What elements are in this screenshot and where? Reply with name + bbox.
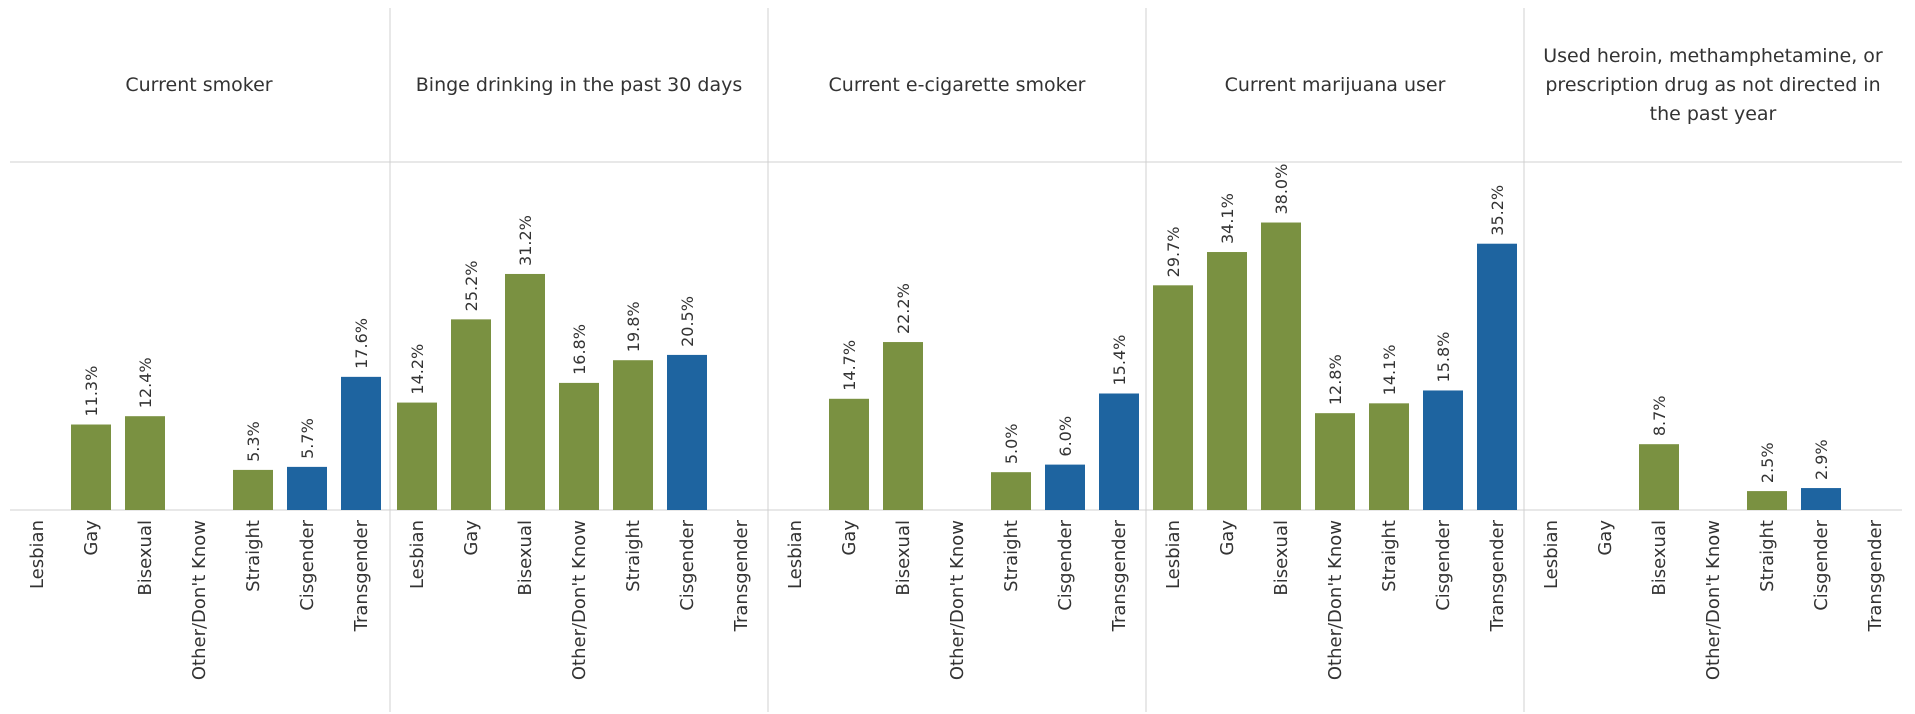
category-label-3-straight: Straight xyxy=(1001,520,1022,592)
value-label-5-cisgender: 2.9% xyxy=(1812,439,1831,480)
bar-2-cisgender xyxy=(667,354,707,510)
value-label-5-straight: 2.5% xyxy=(1758,442,1777,483)
category-label-3-cisgender: Cisgender xyxy=(1055,519,1076,610)
category-label-3-other-don-t-know: Other/Don't Know xyxy=(947,520,968,680)
bar-5-straight xyxy=(1747,491,1787,510)
category-label-2-cisgender: Cisgender xyxy=(677,519,698,610)
bar-3-bisexual xyxy=(883,342,923,510)
panel-title-5-line-3: the past year xyxy=(1650,103,1777,125)
category-label-1-bisexual: Bisexual xyxy=(135,520,156,596)
value-label-4-cisgender: 15.8% xyxy=(1434,332,1453,383)
category-label-2-lesbian: Lesbian xyxy=(407,520,428,589)
category-label-4-cisgender: Cisgender xyxy=(1433,519,1454,610)
bar-2-straight xyxy=(613,360,653,510)
value-label-2-straight: 19.8% xyxy=(624,301,643,352)
bar-5-bisexual xyxy=(1639,444,1679,510)
bar-3-transgender xyxy=(1099,393,1139,510)
bar-1-cisgender xyxy=(287,466,327,510)
category-label-2-straight: Straight xyxy=(623,520,644,592)
value-label-3-gay: 14.7% xyxy=(840,340,859,391)
value-label-4-other-don-t-know: 12.8% xyxy=(1326,354,1345,405)
category-label-1-cisgender: Cisgender xyxy=(297,519,318,610)
value-label-2-bisexual: 31.2% xyxy=(516,215,535,266)
category-label-5-transgender: Transgender xyxy=(1865,519,1886,632)
panel-title-5-line-2: prescription drug as not directed in xyxy=(1545,74,1880,96)
bar-5-cisgender xyxy=(1801,488,1841,510)
bar-4-transgender xyxy=(1477,243,1517,510)
bar-1-bisexual xyxy=(125,416,165,510)
value-label-3-cisgender: 6.0% xyxy=(1056,416,1075,457)
category-label-5-lesbian: Lesbian xyxy=(1541,520,1562,589)
category-label-3-gay: Gay xyxy=(839,520,860,556)
category-label-4-transgender: Transgender xyxy=(1487,519,1508,632)
panel-title-3-line-1: Current e-cigarette smoker xyxy=(829,74,1086,96)
category-label-2-other-don-t-know: Other/Don't Know xyxy=(569,520,590,680)
value-label-1-bisexual: 12.4% xyxy=(136,357,155,408)
value-label-3-transgender: 15.4% xyxy=(1110,335,1129,386)
bar-3-straight xyxy=(991,472,1031,510)
bar-4-cisgender xyxy=(1423,390,1463,510)
value-label-4-bisexual: 38.0% xyxy=(1272,164,1291,215)
value-label-4-lesbian: 29.7% xyxy=(1164,226,1183,277)
bar-4-lesbian xyxy=(1153,285,1193,510)
value-label-5-bisexual: 8.7% xyxy=(1650,396,1669,437)
value-label-1-straight: 5.3% xyxy=(244,421,263,462)
value-label-1-gay: 11.3% xyxy=(82,366,101,417)
category-label-3-lesbian: Lesbian xyxy=(785,520,806,589)
bar-1-straight xyxy=(233,469,273,510)
category-label-5-other-don-t-know: Other/Don't Know xyxy=(1703,520,1724,680)
value-label-3-straight: 5.0% xyxy=(1002,424,1021,465)
category-label-1-straight: Straight xyxy=(243,520,264,592)
panel-title-2-line-1: Binge drinking in the past 30 days xyxy=(416,74,743,96)
panel-title-4-line-1: Current marijuana user xyxy=(1225,74,1446,96)
category-label-1-lesbian: Lesbian xyxy=(27,520,48,589)
category-label-4-gay: Gay xyxy=(1217,520,1238,556)
category-label-4-bisexual: Bisexual xyxy=(1271,520,1292,596)
panel-title-5-line-1: Used heroin, methamphetamine, or xyxy=(1543,45,1883,67)
category-label-4-straight: Straight xyxy=(1379,520,1400,592)
category-label-1-transgender: Transgender xyxy=(351,519,372,632)
category-label-5-bisexual: Bisexual xyxy=(1649,520,1670,596)
value-label-3-bisexual: 22.2% xyxy=(894,283,913,334)
category-label-5-straight: Straight xyxy=(1757,520,1778,592)
category-label-2-bisexual: Bisexual xyxy=(515,520,536,596)
value-label-1-transgender: 17.6% xyxy=(352,318,371,369)
value-label-2-cisgender: 20.5% xyxy=(678,296,697,347)
category-label-3-transgender: Transgender xyxy=(1109,519,1130,632)
value-label-4-transgender: 35.2% xyxy=(1488,185,1507,236)
bar-3-cisgender xyxy=(1045,464,1085,510)
category-label-5-gay: Gay xyxy=(1595,520,1616,556)
value-label-4-gay: 34.1% xyxy=(1218,193,1237,244)
bar-4-gay xyxy=(1207,252,1247,510)
category-label-1-gay: Gay xyxy=(81,520,102,556)
category-label-3-bisexual: Bisexual xyxy=(893,520,914,596)
bar-4-bisexual xyxy=(1261,222,1301,511)
category-label-1-other-don-t-know: Other/Don't Know xyxy=(189,520,210,680)
panel-title-1-line-1: Current smoker xyxy=(125,74,272,96)
category-label-5-cisgender: Cisgender xyxy=(1811,519,1832,610)
value-label-2-gay: 25.2% xyxy=(462,261,481,312)
bar-1-gay xyxy=(71,424,111,510)
bar-2-other-don-t-know xyxy=(559,382,599,510)
bar-1-transgender xyxy=(341,376,381,510)
bar-3-gay xyxy=(829,398,869,510)
bar-2-lesbian xyxy=(397,402,437,510)
bar-2-bisexual xyxy=(505,273,545,510)
category-label-2-transgender: Transgender xyxy=(731,519,752,632)
bar-4-other-don-t-know xyxy=(1315,413,1355,510)
value-label-1-cisgender: 5.7% xyxy=(298,418,317,459)
category-label-4-lesbian: Lesbian xyxy=(1163,520,1184,589)
category-label-2-gay: Gay xyxy=(461,520,482,556)
value-label-4-straight: 14.1% xyxy=(1380,345,1399,396)
bar-2-gay xyxy=(451,319,491,510)
value-label-2-other-don-t-know: 16.8% xyxy=(570,324,589,375)
value-label-2-lesbian: 14.2% xyxy=(408,344,427,395)
bar-4-straight xyxy=(1369,403,1409,510)
category-label-4-other-don-t-know: Other/Don't Know xyxy=(1325,520,1346,680)
